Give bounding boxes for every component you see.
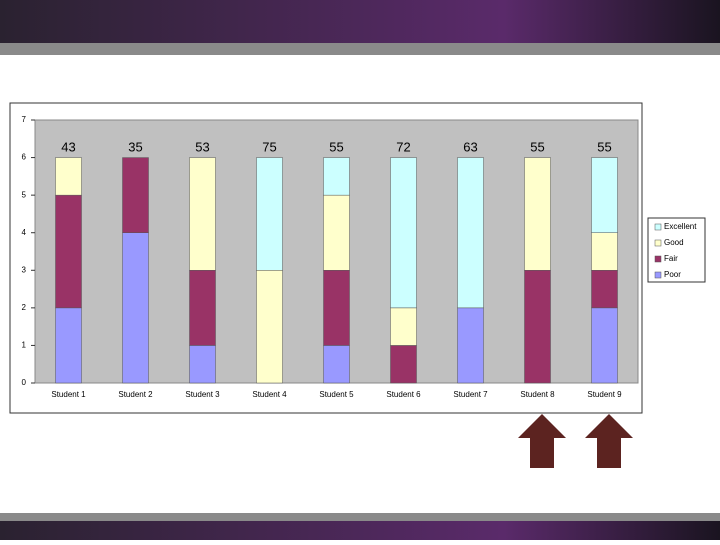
bar-segment — [189, 270, 216, 346]
x-tick-label: Student 2 — [118, 390, 153, 399]
annotation: 55 — [530, 139, 544, 154]
y-tick-label: 4 — [22, 228, 27, 237]
x-tick-label: Student 5 — [319, 390, 354, 399]
bar-segment — [390, 307, 417, 346]
bar-segment — [323, 157, 350, 196]
annotation: 72 — [396, 139, 410, 154]
y-tick-label: 5 — [22, 190, 27, 199]
bar-segment — [189, 157, 216, 271]
legend-label: Good — [664, 238, 684, 247]
bar-segment — [457, 157, 484, 309]
annotation: 43 — [61, 139, 75, 154]
bar-segment — [591, 157, 618, 233]
bar-segment — [256, 157, 283, 271]
bar-segment — [457, 307, 484, 384]
arrow — [518, 414, 566, 468]
bar-segment — [256, 270, 283, 384]
x-tick-label: Student 4 — [252, 390, 287, 399]
bar-segment — [323, 270, 350, 346]
x-tick-label: Student 3 — [185, 390, 220, 399]
x-tick-label: Student 7 — [453, 390, 488, 399]
annotation: 63 — [463, 139, 477, 154]
bar-segment — [524, 270, 551, 384]
annotation: 55 — [329, 139, 343, 154]
legend-swatch — [654, 255, 662, 263]
legend-label: Excellent — [664, 222, 697, 231]
x-tick-label: Student 9 — [587, 390, 622, 399]
y-tick-label: 6 — [22, 153, 27, 162]
bar-segment — [524, 157, 551, 271]
bar-segment — [591, 307, 618, 384]
legend-label: Fair — [664, 254, 678, 263]
bar-segment — [55, 157, 82, 196]
y-tick-label: 1 — [22, 341, 27, 350]
y-tick-label: 7 — [22, 115, 27, 124]
x-tick-label: Student 8 — [520, 390, 555, 399]
bar-segment — [323, 194, 350, 271]
arrow — [585, 414, 633, 468]
footer-band — [0, 521, 720, 540]
bar-segment — [323, 345, 350, 384]
footer-strip — [0, 513, 720, 521]
legend-label: Poor — [664, 270, 681, 279]
x-tick-label: Student 6 — [386, 390, 421, 399]
x-tick-label: Student 1 — [51, 390, 86, 399]
bar-segment — [591, 232, 618, 271]
annotation: 75 — [262, 139, 276, 154]
legend-swatch — [654, 271, 662, 279]
bar-segment — [55, 307, 82, 384]
header-band — [0, 0, 720, 43]
legend-swatch — [654, 239, 662, 247]
annotation: 35 — [128, 139, 142, 154]
bar-segment — [122, 157, 149, 233]
bar-segment — [390, 345, 417, 384]
bar-segment — [189, 345, 216, 384]
bar-segment — [122, 232, 149, 384]
legend-swatch — [654, 223, 662, 231]
y-tick-label: 0 — [22, 378, 27, 387]
bar-segment — [591, 270, 618, 309]
annotation: 55 — [597, 139, 611, 154]
y-tick-label: 2 — [22, 303, 27, 312]
y-tick-label: 3 — [22, 265, 27, 274]
header-strip — [0, 43, 720, 55]
annotation: 53 — [195, 139, 209, 154]
bar-segment — [55, 194, 82, 309]
bar-segment — [390, 157, 417, 309]
